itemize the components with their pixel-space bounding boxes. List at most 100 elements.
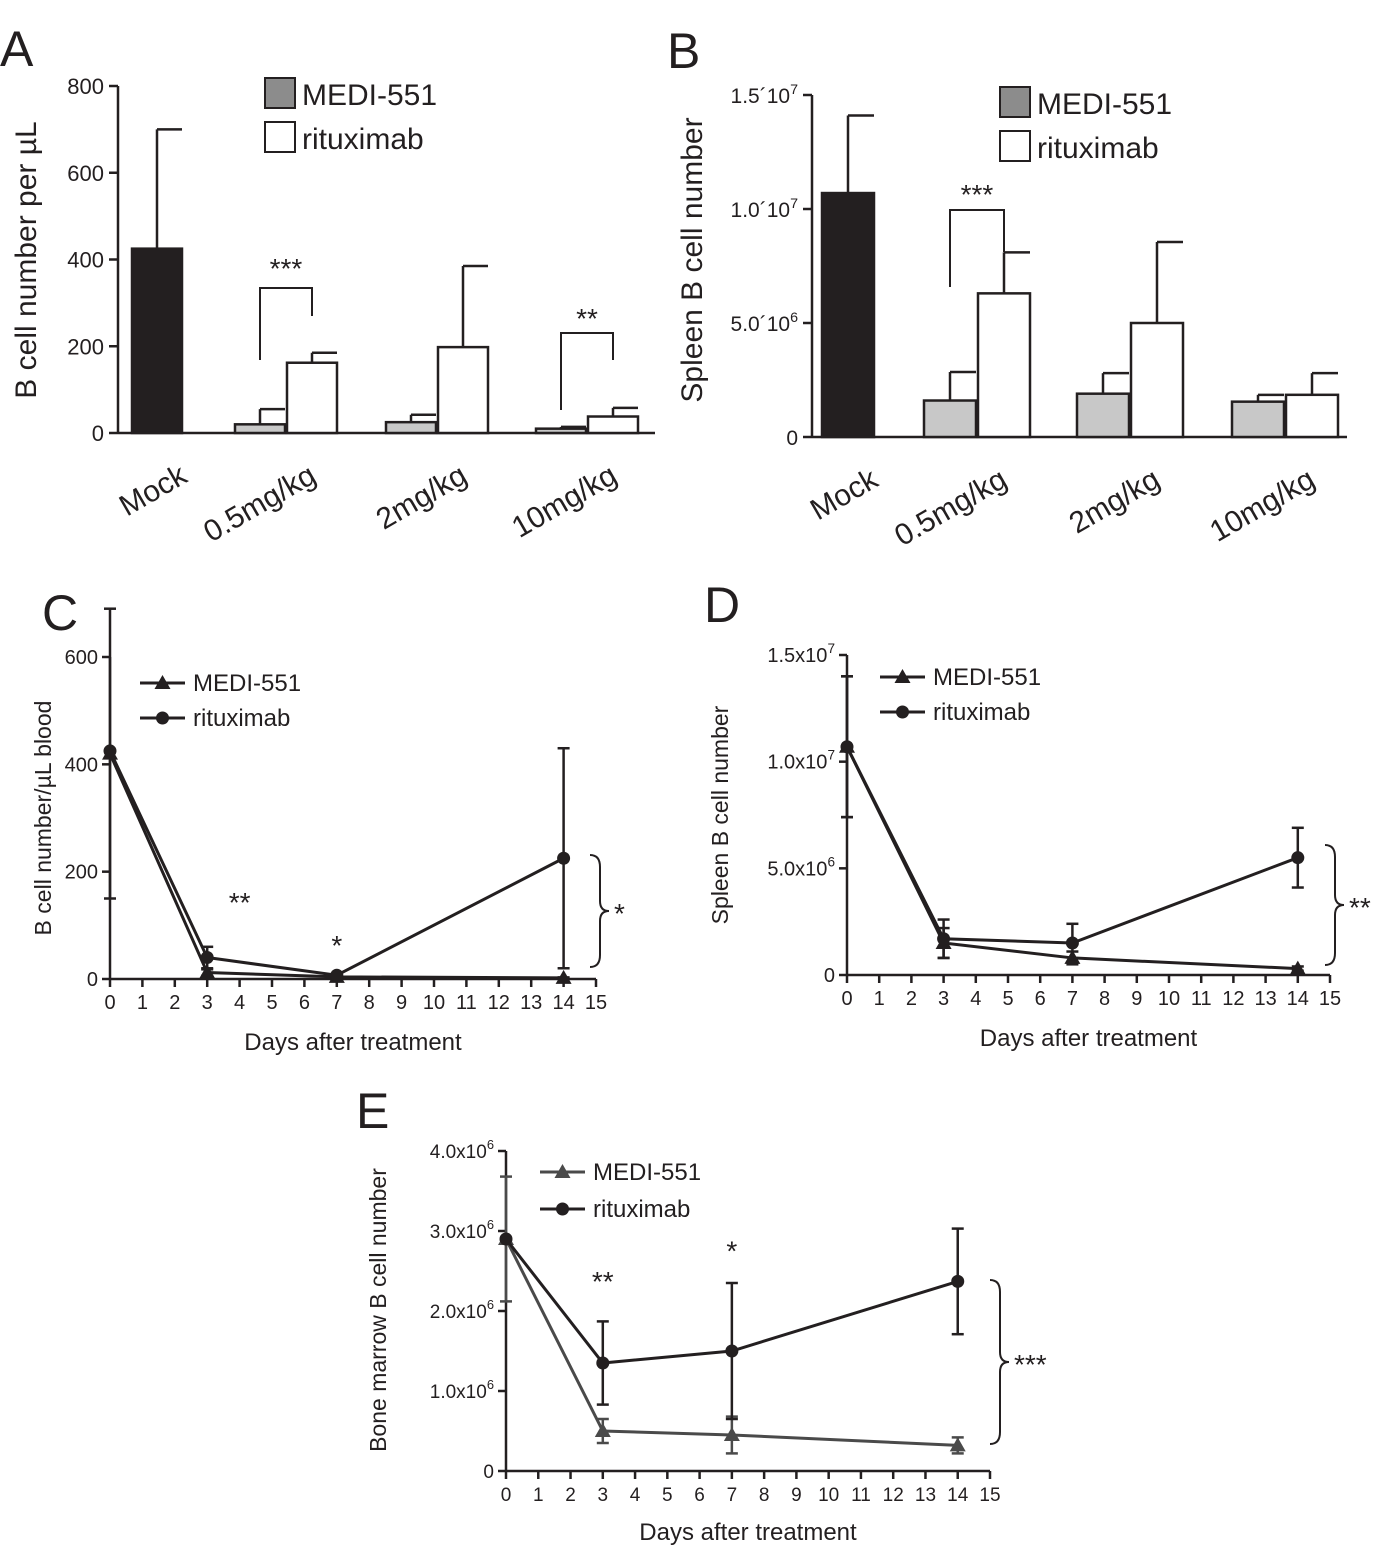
tick-exponent: 6 bbox=[487, 1217, 494, 1232]
data-point bbox=[840, 740, 854, 754]
y-tick-label: 0 bbox=[92, 421, 104, 446]
x-tick-label: 2mg/kg bbox=[1064, 462, 1166, 540]
legend-swatch bbox=[999, 86, 1031, 118]
x-tick-label: 2 bbox=[906, 988, 917, 1010]
significance-brace bbox=[589, 854, 610, 968]
legend-label: MEDI-551 bbox=[1037, 88, 1172, 121]
tick-base: 5.0x10 bbox=[767, 858, 827, 880]
data-point bbox=[555, 969, 572, 984]
tick-base: 1.0x10 bbox=[767, 752, 827, 774]
y-tick-label: 1.5´107 bbox=[731, 82, 799, 108]
y-tick-label: 400 bbox=[65, 754, 98, 776]
data-point bbox=[1065, 936, 1079, 950]
legend-label: rituximab bbox=[1037, 132, 1159, 165]
x-tick-label: 2mg/kg bbox=[371, 458, 473, 536]
x-tick-label: 6 bbox=[694, 1485, 705, 1506]
data-point bbox=[949, 1437, 966, 1452]
x-tick-label: 0 bbox=[841, 988, 852, 1010]
significance-label: *** bbox=[1014, 1349, 1047, 1380]
legend-label: rituximab bbox=[302, 123, 424, 156]
tick-base: 4.0x10 bbox=[430, 1142, 487, 1163]
legend-swatch bbox=[264, 121, 296, 153]
legend-marker bbox=[894, 669, 911, 683]
y-tick-label: 1.0x107 bbox=[767, 748, 835, 774]
x-tick-label: 12 bbox=[1222, 988, 1244, 1010]
legend-label: rituximab bbox=[193, 705, 290, 732]
y-tick-label: 0 bbox=[483, 1462, 494, 1483]
x-tick-label: 15 bbox=[585, 992, 607, 1014]
x-tick-label: Mock bbox=[114, 458, 193, 523]
y-tick-label: 0 bbox=[824, 965, 835, 987]
x-tick-label: 0.5mg/kg bbox=[198, 458, 321, 548]
significance-label: ** bbox=[592, 1266, 614, 1297]
series-line bbox=[108, 750, 565, 977]
data-point bbox=[723, 1427, 740, 1441]
tick-exponent: 7 bbox=[790, 82, 798, 98]
tick-exponent: 6 bbox=[487, 1377, 494, 1392]
x-tick-label: 5 bbox=[662, 1485, 673, 1506]
x-tick-label: 13 bbox=[520, 992, 542, 1014]
bar bbox=[285, 361, 339, 435]
tick-base: 0 bbox=[824, 965, 835, 987]
x-tick-label: 15 bbox=[1319, 988, 1341, 1010]
y-tick-label: 5.0´106 bbox=[731, 310, 799, 336]
legend-swatch bbox=[264, 77, 296, 109]
x-tick-label: 13 bbox=[915, 1485, 936, 1506]
tick-base: 1.5´10 bbox=[731, 85, 791, 108]
x-tick-label: 10mg/kg bbox=[506, 458, 622, 544]
tick-exponent: 7 bbox=[790, 196, 798, 212]
x-tick-label: 14 bbox=[1287, 988, 1309, 1010]
x-tick-label: 4 bbox=[234, 992, 245, 1014]
significance-label: ** bbox=[229, 887, 251, 918]
data-point bbox=[594, 1423, 611, 1437]
x-tick-label: 10 bbox=[423, 992, 445, 1014]
bar bbox=[922, 399, 978, 439]
significance-label: * bbox=[331, 930, 342, 961]
x-tick-label: 1 bbox=[137, 992, 148, 1014]
y-tick-label: 2.0x106 bbox=[430, 1297, 494, 1323]
data-point bbox=[951, 1274, 965, 1288]
x-tick-label: Mock bbox=[805, 462, 884, 527]
x-tick-label: 4 bbox=[970, 988, 981, 1010]
panel-label: E bbox=[356, 1083, 389, 1139]
y-tick-label: 1.5x107 bbox=[767, 641, 835, 667]
panel-label: A bbox=[0, 21, 34, 77]
significance-brace bbox=[1324, 844, 1345, 966]
x-tick-label: 7 bbox=[727, 1485, 738, 1506]
y-tick-label: 200 bbox=[65, 862, 98, 884]
x-tick-label: 14 bbox=[947, 1485, 969, 1506]
x-tick-label: 8 bbox=[364, 992, 375, 1014]
x-axis-label: Days after treatment bbox=[244, 1029, 462, 1056]
x-tick-label: 8 bbox=[1099, 988, 1110, 1010]
x-tick-label: 6 bbox=[299, 992, 310, 1014]
panel-label: B bbox=[667, 23, 700, 79]
data-point bbox=[499, 1232, 513, 1246]
tick-exponent: 6 bbox=[827, 854, 835, 869]
y-axis-label: B cell number per µL bbox=[10, 121, 43, 398]
x-tick-label: 0 bbox=[104, 992, 115, 1014]
y-axis-label: Spleen B cell number bbox=[676, 117, 709, 402]
legend-marker bbox=[556, 1202, 569, 1216]
y-tick-label: 600 bbox=[67, 161, 104, 186]
x-tick-label: 11 bbox=[851, 1485, 871, 1506]
tick-base: 3.0x10 bbox=[430, 1222, 487, 1243]
panel-label: C bbox=[42, 585, 78, 641]
legend-marker bbox=[896, 705, 909, 719]
tick-exponent: 6 bbox=[487, 1297, 494, 1312]
x-tick-label: 9 bbox=[791, 1485, 802, 1506]
legend-swatch bbox=[999, 130, 1031, 162]
bar bbox=[586, 415, 640, 435]
y-tick-label: 1.0´107 bbox=[731, 196, 799, 222]
series-line bbox=[504, 1238, 959, 1365]
data-point bbox=[725, 1344, 739, 1358]
y-tick-label: 800 bbox=[67, 74, 104, 99]
y-tick-label: 1.0x106 bbox=[430, 1377, 494, 1403]
x-tick-label: 9 bbox=[1131, 988, 1142, 1010]
x-tick-label: 2 bbox=[565, 1485, 576, 1506]
tick-base: 400 bbox=[65, 754, 98, 776]
data-point bbox=[199, 964, 216, 979]
